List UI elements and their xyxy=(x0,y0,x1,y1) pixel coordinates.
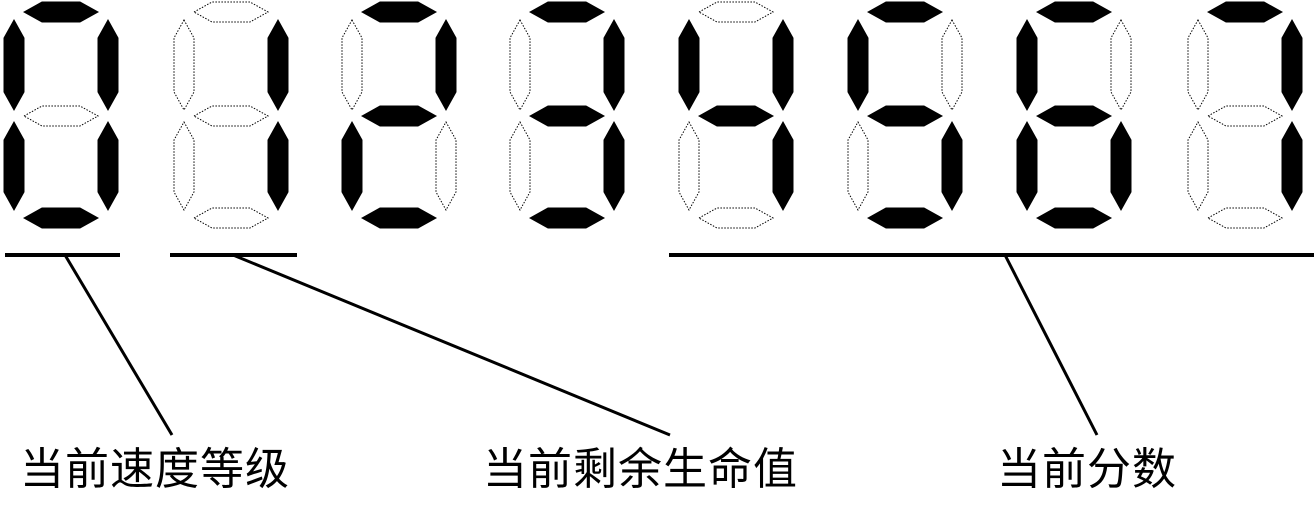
remaining-lives-leader xyxy=(232,253,671,437)
digit-1-segment-bottom xyxy=(22,207,100,229)
digit-7 xyxy=(1016,1,1132,229)
digit-8 xyxy=(1187,1,1303,229)
digit-3-segment-top xyxy=(360,1,438,23)
digit-3-segment-bottom-left xyxy=(341,120,363,212)
digit-8-segment-bottom-right xyxy=(1281,120,1303,212)
digit-2-segment-bottom-right xyxy=(267,120,289,212)
digit-5-segment-bottom-left xyxy=(678,120,700,212)
digit-1-segment-top-right xyxy=(97,18,119,112)
remaining-lives-label: 当前剩余生命值 xyxy=(483,444,798,495)
digit-5-segment-bottom xyxy=(697,207,775,229)
digit-7-segment-bottom-right xyxy=(1110,120,1132,212)
digit-1-segment-bottom-right xyxy=(97,120,119,212)
current-score-label: 当前分数 xyxy=(997,444,1177,495)
digit-8-segment-top xyxy=(1206,1,1284,23)
digit-4-segment-top-right xyxy=(603,18,625,112)
digit-2-segment-top xyxy=(192,1,270,23)
digit-1-segment-middle xyxy=(22,105,100,127)
digit-6 xyxy=(847,1,963,229)
digit-1-segment-top-left xyxy=(3,18,25,112)
digit-3 xyxy=(341,1,457,229)
digit-6-segment-bottom-right xyxy=(941,120,963,212)
digit-8-segment-bottom xyxy=(1206,207,1284,229)
digit-8-segment-middle xyxy=(1206,105,1284,127)
digit-2 xyxy=(173,1,289,229)
digit-3-segment-bottom-right xyxy=(435,120,457,212)
digit-6-segment-bottom xyxy=(866,207,944,229)
digit-1-segment-top xyxy=(22,1,100,23)
digit-5-segment-top-right xyxy=(772,18,794,112)
digit-7-segment-top-right xyxy=(1110,18,1132,112)
digit-6-segment-bottom-left xyxy=(847,120,869,212)
digit-2-segment-top-right xyxy=(267,18,289,112)
digit-6-segment-middle xyxy=(866,105,944,127)
digit-4-segment-bottom-left xyxy=(509,120,531,212)
digit-8-segment-top-left xyxy=(1187,18,1209,112)
digit-8-segment-bottom-left xyxy=(1187,120,1209,212)
speed-level-leader xyxy=(63,254,174,436)
digit-7-segment-bottom-left xyxy=(1016,120,1038,212)
digit-5-segment-top-left xyxy=(678,18,700,112)
speed-level-label: 当前速度等级 xyxy=(20,444,290,495)
digit-2-segment-bottom-left xyxy=(173,120,195,212)
digit-6-segment-top xyxy=(866,1,944,23)
digit-7-segment-top xyxy=(1035,1,1113,23)
digit-2-segment-top-left xyxy=(173,18,195,112)
digit-4-segment-middle xyxy=(528,105,606,127)
digits-group xyxy=(3,1,1303,229)
digit-5-segment-middle xyxy=(697,105,775,127)
digit-1-segment-bottom-left xyxy=(3,120,25,212)
digit-7-segment-bottom xyxy=(1035,207,1113,229)
digit-4-segment-top xyxy=(528,1,606,23)
digit-3-segment-bottom xyxy=(360,207,438,229)
digit-6-segment-top-left xyxy=(847,18,869,112)
digit-7-segment-top-left xyxy=(1016,18,1038,112)
digit-5 xyxy=(678,1,794,229)
digit-8-segment-top-right xyxy=(1281,18,1303,112)
digit-2-segment-bottom xyxy=(192,207,270,229)
current-score-leader xyxy=(1003,254,1099,436)
digit-1 xyxy=(3,1,119,229)
digit-4-segment-top-left xyxy=(509,18,531,112)
digit-4 xyxy=(509,1,625,229)
digit-3-segment-top-left xyxy=(341,18,363,112)
digit-6-segment-top-right xyxy=(941,18,963,112)
digit-4-segment-bottom xyxy=(528,207,606,229)
digit-4-segment-bottom-right xyxy=(603,120,625,212)
digit-5-segment-top xyxy=(697,1,775,23)
digit-5-segment-bottom-right xyxy=(772,120,794,212)
digit-2-segment-middle xyxy=(192,105,270,127)
digit-7-segment-middle xyxy=(1035,105,1113,127)
digit-3-segment-top-right xyxy=(435,18,457,112)
digit-3-segment-middle xyxy=(360,105,438,127)
